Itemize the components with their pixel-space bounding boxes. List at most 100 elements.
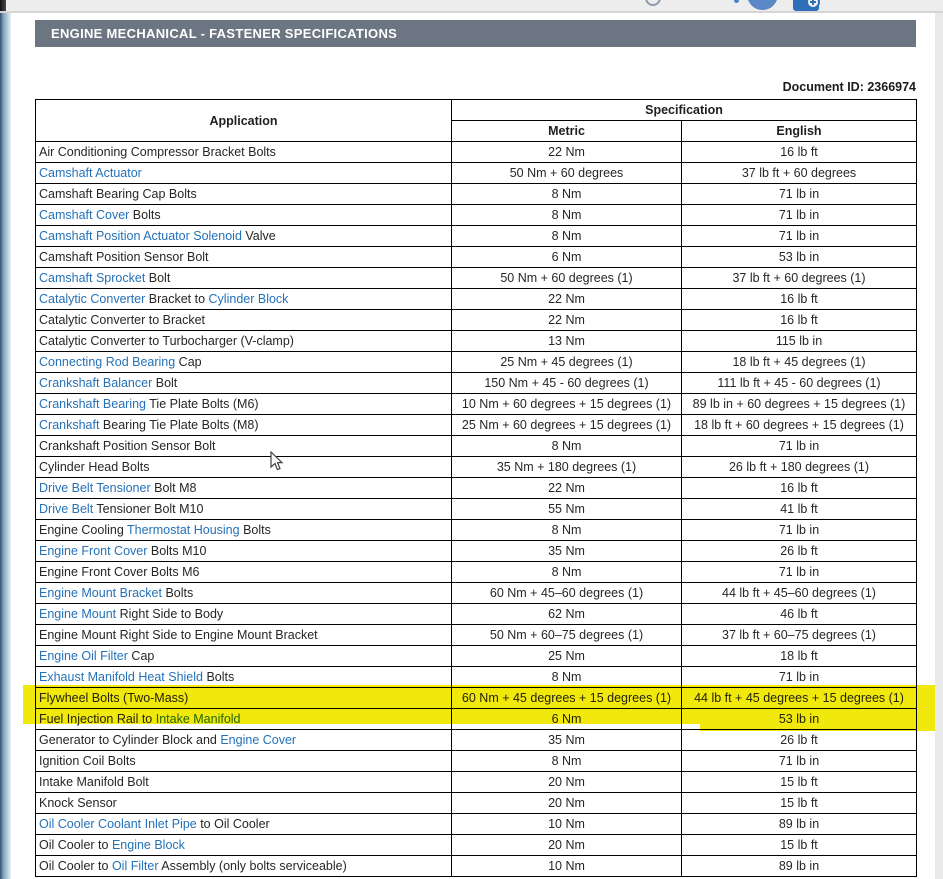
english-cell: 71 lb in xyxy=(680,225,918,247)
english-cell: 16 lb ft xyxy=(680,309,918,331)
application-text: Right Side to Body xyxy=(116,607,224,621)
mouse-cursor xyxy=(270,451,284,471)
english-cell: 15 lb ft xyxy=(680,834,918,856)
table-row: Engine Cooling Thermostat Housing Bolts 8… xyxy=(35,519,918,541)
application-link[interactable]: Engine Front Cover xyxy=(39,544,148,558)
metric-cell: 20 Nm xyxy=(451,771,682,793)
metric-cell: 8 Nm xyxy=(451,204,682,226)
table-row: Camshaft Position Sensor Bolt 6 Nm 53 lb i… xyxy=(35,246,918,268)
application-text: Cylinder Head Bolts xyxy=(39,460,150,474)
english-cell: 41 lb ft xyxy=(680,498,918,520)
application-text: Valve xyxy=(241,229,276,243)
arc-icon[interactable] xyxy=(645,0,661,6)
application-cell: Camshaft Position Actuator Solenoid Valv… xyxy=(35,225,452,247)
application-link[interactable]: Camshaft Sprocket xyxy=(39,271,146,285)
application-text: Bolt xyxy=(152,376,178,390)
application-link[interactable]: Exhaust Manifold Heat Shield xyxy=(39,670,203,684)
application-link[interactable]: Engine Block xyxy=(111,838,185,852)
table-row: Camshaft Position Actuator Solenoid Valv… xyxy=(35,225,918,247)
english-cell: 16 lb ft xyxy=(680,477,918,499)
application-link[interactable]: Engine Mount Bracket xyxy=(39,586,162,600)
application-cell: Fuel Injection Rail to Intake Manifold xyxy=(35,708,452,730)
metric-cell: 8 Nm xyxy=(451,183,682,205)
metric-cell: 22 Nm xyxy=(451,309,682,331)
application-cell: Camshaft Actuator xyxy=(35,162,452,184)
application-link[interactable]: Thermostat Housing xyxy=(127,523,240,537)
fastener-spec-table: Application Specification Metric English… xyxy=(35,99,918,877)
english-cell: 71 lb in xyxy=(680,519,918,541)
application-link[interactable]: Catalytic Converter xyxy=(39,292,146,306)
metric-cell: 60 Nm + 45 degrees + 15 degrees (1) xyxy=(451,687,682,709)
application-link[interactable]: Intake Manifold xyxy=(155,712,241,726)
table-row: Engine Mount Bracket Bolts 60 Nm + 45–60 … xyxy=(35,582,918,604)
application-link[interactable]: Engine Mount xyxy=(39,607,117,621)
english-cell: 16 lb ft xyxy=(680,141,918,163)
top-toolbar-strip xyxy=(0,0,943,13)
application-text: Catalytic Converter to Bracket xyxy=(39,313,206,327)
application-link[interactable]: Oil Filter xyxy=(111,859,159,873)
application-text: to Oil Cooler xyxy=(196,817,270,831)
metric-cell: 10 Nm xyxy=(451,855,682,877)
english-cell: 26 lb ft xyxy=(680,540,918,562)
application-text: Bolts xyxy=(129,208,161,222)
english-header: English xyxy=(680,120,918,142)
table-row: Catalytic Converter to Turbocharger (V-c… xyxy=(35,330,918,352)
application-cell: Crankshaft Position Sensor Bolt xyxy=(35,435,452,457)
table-row: Engine Front Cover Bolts M10 35 Nm 26 lb f… xyxy=(35,540,918,562)
application-link[interactable]: Connecting Rod Bearing xyxy=(39,355,176,369)
application-link[interactable]: Camshaft Actuator xyxy=(39,166,142,180)
application-text: Engine Cooling xyxy=(39,523,128,537)
table-row: Connecting Rod Bearing Cap 25 Nm + 45 deg… xyxy=(35,351,918,373)
application-link[interactable]: Engine Oil Filter xyxy=(39,649,128,663)
application-link[interactable]: Crankshaft Balancer xyxy=(39,376,153,390)
application-cell: Exhaust Manifold Heat Shield Bolts xyxy=(35,666,452,688)
application-text: Bolts xyxy=(202,670,235,684)
metric-cell: 8 Nm xyxy=(451,519,682,541)
table-row: Oil Cooler to Engine Block 20 Nm 15 lb ft xyxy=(35,834,918,856)
table-row: Engine Front Cover Bolts M6 8 Nm 71 lb in xyxy=(35,561,918,583)
application-cell: Crankshaft Bearing Tie Plate Bolts (M6) xyxy=(35,393,452,415)
english-cell: 71 lb in xyxy=(680,435,918,457)
table-row: Engine Mount Right Side to Body 62 Nm 46 l… xyxy=(35,603,918,625)
english-cell: 15 lb ft xyxy=(680,792,918,814)
metric-cell: 50 Nm + 60 degrees xyxy=(451,162,682,184)
application-cell: Camshaft Position Sensor Bolt xyxy=(35,246,452,268)
document-id: Document ID: 2366974 xyxy=(782,80,916,94)
application-text: Camshaft Bearing Cap Bolts xyxy=(39,187,197,201)
application-link[interactable]: Crankshaft Bearing xyxy=(39,397,147,411)
table-header: Application Specification Metric English xyxy=(35,99,918,142)
application-text: Air Conditioning Compressor Bracket Bolt… xyxy=(39,145,276,159)
application-link[interactable]: Cylinder Block xyxy=(208,292,289,306)
application-link[interactable]: Drive Belt Tensioner xyxy=(39,481,151,495)
application-link[interactable]: Engine Cover xyxy=(220,733,297,747)
table-row: Engine Oil Filter Cap 25 Nm 18 lb ft xyxy=(35,645,918,667)
table-row: Camshaft Cover Bolts 8 Nm 71 lb in xyxy=(35,204,918,226)
application-text: Knock Sensor xyxy=(39,796,117,810)
table-body: Air Conditioning Compressor Bracket Bolt… xyxy=(35,141,918,877)
metric-cell: 10 Nm + 60 degrees + 15 degrees (1) xyxy=(451,393,682,415)
application-link[interactable]: Drive Belt xyxy=(39,502,94,516)
application-cell: Generator to Cylinder Block and Engine C… xyxy=(35,729,452,751)
application-text: Bolts xyxy=(162,586,194,600)
metric-cell: 8 Nm xyxy=(451,750,682,772)
metric-cell: 10 Nm xyxy=(451,813,682,835)
table-row: Engine Mount Right Side to Engine Mount … xyxy=(35,624,918,646)
metric-cell: 8 Nm xyxy=(451,435,682,457)
application-link[interactable]: Camshaft Position Actuator Solenoid xyxy=(39,229,242,243)
application-link[interactable]: Camshaft Cover xyxy=(39,208,130,222)
table-row: Drive Belt Tensioner Bolt M8 22 Nm 16 lb f… xyxy=(35,477,918,499)
application-text: Camshaft Position Sensor Bolt xyxy=(39,250,209,264)
metric-cell: 60 Nm + 45–60 degrees (1) xyxy=(451,582,682,604)
notification-dot-icon xyxy=(734,0,739,3)
english-cell: 44 lb ft + 45–60 degrees (1) xyxy=(680,582,918,604)
table-row: Flywheel Bolts (Two-Mass) 60 Nm + 45 degr… xyxy=(35,687,918,709)
application-link[interactable]: Oil Cooler Coolant Inlet Pipe xyxy=(39,817,197,831)
application-cell: Catalytic Converter to Bracket xyxy=(35,309,452,331)
application-link[interactable]: Crankshaft xyxy=(39,418,100,432)
avatar-circle-icon[interactable] xyxy=(747,0,778,10)
table-row: Catalytic Converter to Bracket 22 Nm 16 lb… xyxy=(35,309,918,331)
table-row: Cylinder Head Bolts 35 Nm + 180 degrees (… xyxy=(35,456,918,478)
application-text: Cap xyxy=(127,649,155,663)
application-cell: Knock Sensor xyxy=(35,792,452,814)
